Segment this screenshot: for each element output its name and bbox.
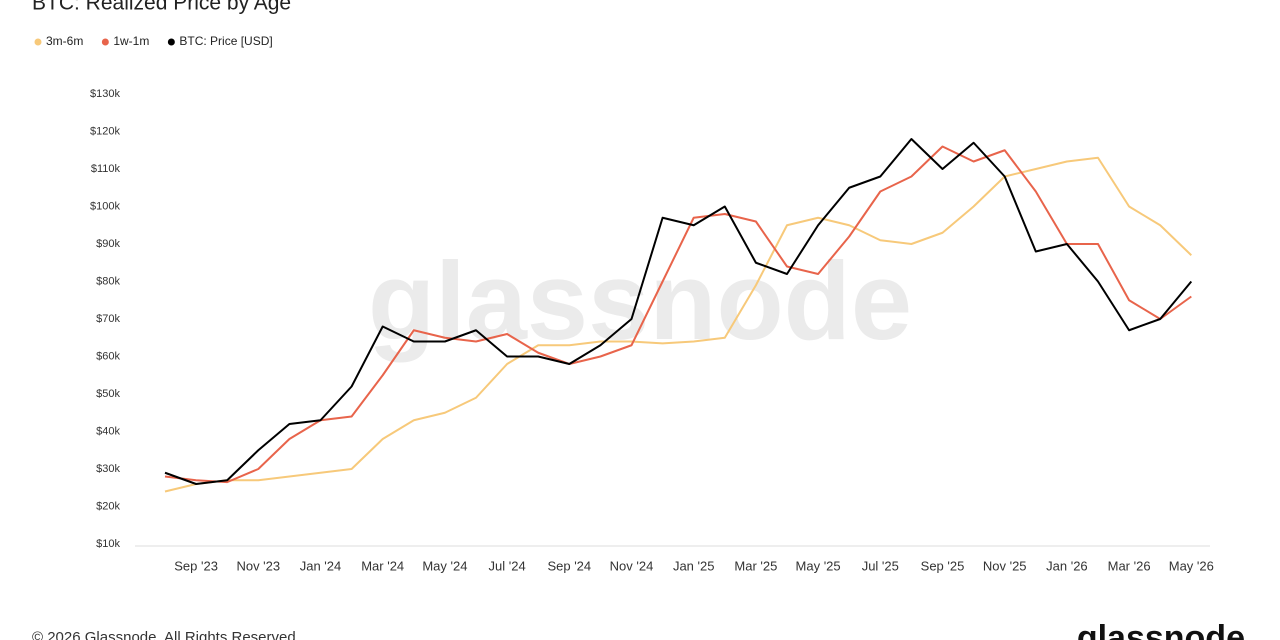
y-tick-label: $80k: [96, 275, 120, 287]
y-tick-label: $120k: [90, 125, 120, 137]
x-tick-label: Sep '23: [174, 558, 218, 573]
y-tick-label: $70k: [96, 313, 120, 325]
y-tick-label: $110k: [91, 163, 121, 175]
x-tick-label: Nov '23: [236, 558, 280, 573]
y-tick-label: $60k: [96, 350, 120, 362]
y-tick-label: $10k: [96, 538, 120, 550]
legend-marker: [34, 38, 42, 46]
y-tick-label: $130k: [90, 88, 120, 100]
x-tick-label: Sep '24: [547, 558, 591, 573]
x-tick-label: Mar '26: [1108, 558, 1151, 573]
series-line: [164, 145, 1192, 484]
y-tick-label: $40k: [96, 425, 120, 437]
legend-label: BTC: Price [USD]: [179, 34, 272, 48]
x-tick-label: May '25: [796, 558, 841, 573]
legend-marker: [101, 38, 109, 46]
y-tick-label: $90k: [96, 238, 120, 250]
series-line: [164, 156, 1192, 493]
legend-label: 1w-1m: [113, 34, 149, 48]
x-tick-label: Jan '24: [300, 558, 342, 573]
legend-label: 3m-6m: [46, 34, 83, 48]
y-tick-label: $30k: [96, 463, 120, 475]
x-tick-label: Mar '24: [361, 558, 404, 573]
x-tick-label: Jan '25: [673, 558, 715, 573]
legend-marker: [167, 38, 175, 46]
logo: glassnode: [1077, 619, 1245, 640]
y-tick-label: $20k: [96, 500, 120, 512]
x-tick-label: Jan '26: [1046, 558, 1088, 573]
x-tick-label: Jul '24: [489, 558, 526, 573]
x-tick-label: Sep '25: [921, 558, 965, 573]
x-tick-label: Nov '25: [983, 558, 1027, 573]
x-tick-label: May '26: [1169, 558, 1214, 573]
x-tick-label: Mar '25: [734, 558, 777, 573]
chart-title: BTC: Realized Price by Age: [32, 0, 291, 15]
series-line: [164, 138, 1193, 485]
y-tick-label: $50k: [96, 388, 120, 400]
x-tick-label: Nov '24: [610, 558, 654, 573]
x-tick-label: May '24: [422, 558, 467, 573]
y-tick-label: $100k: [90, 200, 120, 212]
x-tick-label: Jul '25: [862, 558, 899, 573]
footer: © 2026 Glassnode. All Rights Reserved.: [32, 629, 300, 640]
